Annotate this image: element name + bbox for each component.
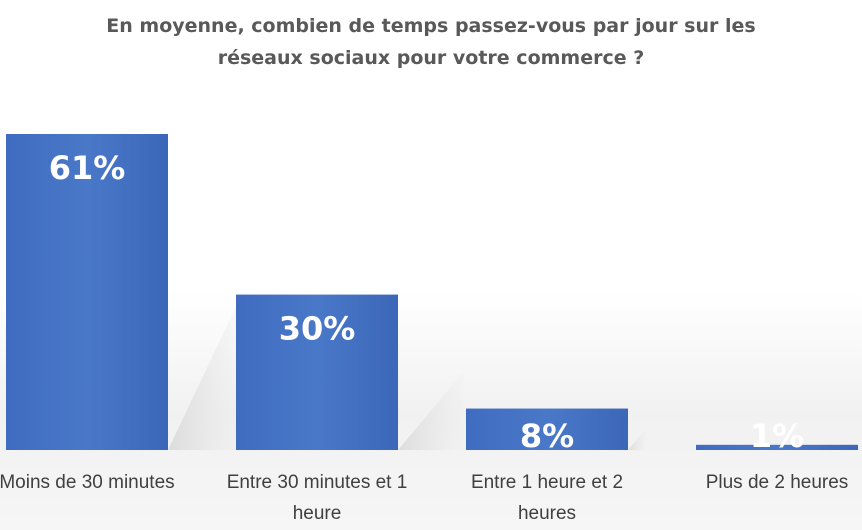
bar-shadow [858, 447, 861, 450]
data-label-1: 61% [49, 149, 126, 187]
category-label-4-line-1: Plus de 2 heures [706, 472, 849, 493]
chart-title-line-1: En moyenne, combien de temps passez-vous… [106, 15, 756, 37]
bar-shadow [168, 292, 243, 450]
bar-shadow [628, 429, 646, 450]
category-label-2-line-1: Entre 30 minutes et 1 [227, 472, 408, 493]
category-label-1-line-1: Moins de 30 minutes [0, 472, 175, 493]
category-label-3-line-1: Entre 1 heure et 2 [471, 472, 623, 493]
chart-title-line-2: réseaux sociaux pour votre commerce ? [217, 47, 645, 69]
bar-4 [696, 444, 858, 450]
bar-3 [466, 408, 628, 450]
category-label-2-line-2: heure [293, 503, 342, 524]
bar-shadow [398, 372, 464, 450]
bar-2 [236, 294, 398, 450]
data-label-4: 1% [750, 417, 804, 455]
category-label-3-line-2: heures [518, 503, 576, 524]
bar-1 [6, 134, 168, 450]
data-label-3: 8% [520, 417, 574, 455]
data-label-2: 30% [279, 310, 356, 348]
